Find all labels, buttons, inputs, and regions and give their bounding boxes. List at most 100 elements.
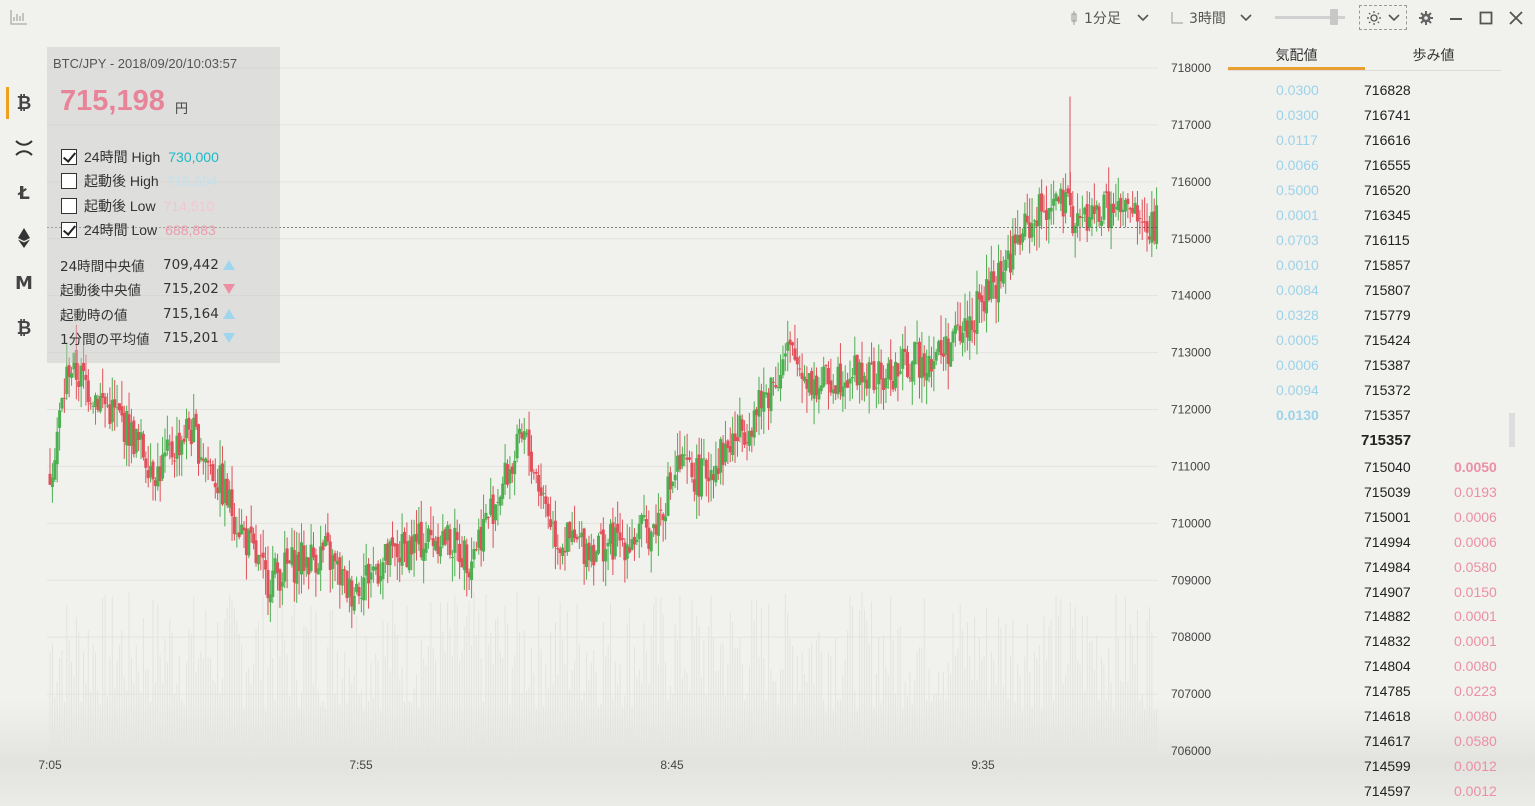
ask-row[interactable]: 0.0010 715857	[1228, 254, 1500, 278]
bitcoin-icon[interactable]: ₿	[0, 83, 48, 123]
checkbox[interactable]	[61, 173, 77, 189]
candle-body	[755, 408, 759, 415]
ask-row[interactable]: 0.0703 716115	[1228, 229, 1500, 253]
candle-body	[640, 514, 644, 524]
bid-row[interactable]: 715039 0.0193	[1228, 481, 1500, 505]
candle-body	[225, 478, 229, 506]
ask-row[interactable]: 0.0130 715357	[1228, 404, 1500, 428]
candle-body	[637, 523, 641, 540]
candle-body	[333, 553, 337, 562]
check-24h-high[interactable]: 24時間 High 730,000	[61, 147, 219, 167]
ask-row[interactable]: 0.0006 715387	[1228, 354, 1500, 378]
bid-row[interactable]: 714984 0.0580	[1228, 556, 1500, 580]
candle-body	[89, 403, 93, 405]
stat-row: 起動後中央値 715,202	[60, 279, 235, 299]
candle-body	[666, 476, 670, 516]
candle-body	[951, 331, 955, 343]
ask-row[interactable]: 0.0066 716555	[1228, 154, 1500, 178]
ask-row[interactable]: 0.0300 716828	[1228, 79, 1500, 103]
ask-row[interactable]: 0.0117 716616	[1228, 129, 1500, 153]
bid-row[interactable]: 714618 0.0080	[1228, 705, 1500, 729]
candle-body	[905, 351, 909, 377]
bid-row[interactable]: 715001 0.0006	[1228, 506, 1500, 530]
monacoin-icon[interactable]: M	[15, 272, 33, 294]
litecoin-icon[interactable]: Ł	[18, 182, 30, 204]
candle-body	[77, 381, 81, 387]
bid-price: 714785	[1364, 683, 1411, 700]
checkbox[interactable]	[61, 149, 77, 165]
minimize-button[interactable]	[1446, 8, 1466, 28]
ask-row[interactable]: 0.5000 716520	[1228, 179, 1500, 203]
bid-row[interactable]: 714617 0.0580	[1228, 730, 1500, 754]
scrollbar-thumb[interactable]	[1509, 413, 1515, 447]
bid-row[interactable]: 714597 0.0012	[1228, 780, 1500, 804]
check-24h-low[interactable]: 24時間 Low 688,883	[61, 220, 216, 240]
candle-body	[376, 563, 380, 584]
bid-row[interactable]: 714994 0.0006	[1228, 531, 1500, 555]
tab-trades[interactable]: 歩み値	[1412, 47, 1455, 63]
price-chart[interactable]: 718000 717000 716000 715000 714000 713000 7120…	[0, 36, 1228, 776]
candle-body	[704, 459, 708, 479]
candle-body	[817, 388, 821, 400]
candle-body	[180, 440, 184, 455]
bitcoin-cash-icon[interactable]: ₿	[16, 317, 32, 339]
candle-interval-select[interactable]: 1分足	[1070, 8, 1149, 28]
opacity-slider-handle[interactable]	[1330, 9, 1338, 25]
opacity-slider[interactable]	[1275, 16, 1345, 19]
ask-row[interactable]: 0.0300 716741	[1228, 104, 1500, 128]
ethereum-icon[interactable]	[0, 218, 48, 258]
candle-body	[941, 353, 945, 357]
bid-price: 714907	[1364, 583, 1411, 600]
checkbox[interactable]	[61, 222, 77, 238]
maximize-button[interactable]	[1476, 8, 1496, 28]
ask-price: 716741	[1364, 107, 1411, 123]
toolbar: 1分足 3時間	[0, 0, 1535, 36]
bid-row[interactable]: 714907 0.0150	[1228, 581, 1500, 605]
bid-row[interactable]: 714882 0.0001	[1228, 605, 1500, 629]
settings-button[interactable]	[1416, 8, 1436, 28]
candle-body	[731, 433, 735, 455]
candle-body	[405, 541, 409, 567]
candle-body	[690, 462, 694, 478]
check-session-low[interactable]: 起動後 Low 714,510	[61, 196, 214, 216]
xrp-icon[interactable]	[0, 128, 48, 168]
checkbox[interactable]	[61, 198, 77, 214]
candle-body	[958, 325, 962, 342]
bid-row[interactable]: 714832 0.0001	[1228, 630, 1500, 654]
trend-down-icon	[223, 333, 235, 343]
candle-body	[982, 301, 986, 312]
tab-quotes[interactable]: 気配値	[1275, 47, 1318, 63]
bid-row[interactable]: 715040 0.0050	[1228, 456, 1500, 480]
ask-row[interactable]: 0.0005 715424	[1228, 329, 1500, 353]
candle-body	[491, 494, 495, 525]
candle-body	[1064, 192, 1068, 214]
ask-row[interactable]: 0.0001 716345	[1228, 204, 1500, 228]
candle-body	[343, 569, 347, 571]
candle-body	[1042, 211, 1046, 213]
bid-row[interactable]: 714599 0.0012	[1228, 755, 1500, 779]
candle-body	[1047, 208, 1051, 220]
trend-down-icon	[223, 284, 235, 294]
close-button[interactable]	[1506, 8, 1526, 28]
candle-body	[465, 544, 469, 574]
candle-body	[470, 561, 474, 581]
y-tick-label: 706000	[1171, 744, 1211, 758]
ask-price: 716616	[1364, 132, 1411, 148]
candle-body	[235, 533, 239, 535]
candle-body	[1037, 194, 1041, 227]
ask-row[interactable]: 0.0328 715779	[1228, 304, 1500, 328]
time-range-select[interactable]: 3時間	[1171, 8, 1252, 28]
ask-price: 715424	[1364, 332, 1411, 348]
ask-row[interactable]: 0.0094 715372	[1228, 379, 1500, 403]
candle-body	[1078, 215, 1082, 219]
candle-body	[838, 363, 842, 393]
candle-body	[163, 452, 167, 457]
check-session-high[interactable]: 起動後 High 715,894	[61, 171, 217, 191]
ask-row[interactable]: 0.0084 715807	[1228, 279, 1500, 303]
bid-row[interactable]: 714785 0.0223	[1228, 680, 1500, 704]
candle-body	[58, 410, 62, 428]
bid-row[interactable]: 714804 0.0080	[1228, 655, 1500, 679]
candle-body	[1061, 189, 1065, 217]
theme-select[interactable]	[1359, 5, 1407, 30]
candle-body	[841, 386, 845, 397]
